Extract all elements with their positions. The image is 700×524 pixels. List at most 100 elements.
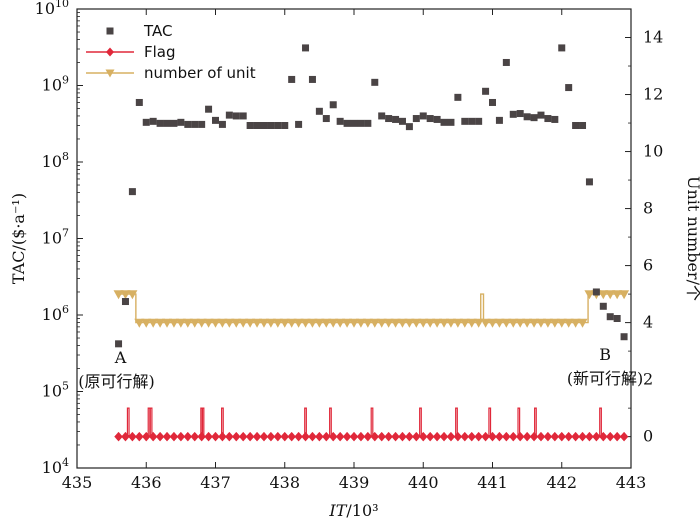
tac-point [475, 117, 483, 125]
tac-point [177, 118, 185, 126]
unit-marker [127, 290, 138, 300]
unit-marker [487, 318, 498, 328]
unit-marker [217, 318, 228, 328]
unit-marker [182, 318, 193, 328]
flag-marker [522, 431, 532, 442]
unit-marker [245, 318, 256, 328]
tac-point [579, 122, 587, 130]
flag-marker [598, 431, 608, 442]
flag-marker [425, 431, 435, 442]
flag-marker [446, 431, 456, 442]
tac-point [329, 101, 337, 109]
flag-marker [460, 431, 470, 442]
unit-marker [397, 318, 408, 328]
unit-marker [515, 318, 526, 328]
tac-point [121, 298, 129, 306]
tac-point [350, 119, 358, 127]
flag-marker [280, 431, 290, 442]
tac-point [461, 117, 469, 125]
tac-point [440, 118, 448, 126]
tac-point [392, 115, 400, 123]
unit-marker [265, 318, 276, 328]
tac-point [205, 105, 213, 113]
x-tick-label: 440 [408, 473, 439, 492]
unit-marker [542, 318, 553, 328]
y-right-tick-label: 8 [643, 199, 653, 218]
tac-point [405, 123, 413, 131]
unit-marker [549, 318, 560, 328]
flag-marker [453, 431, 463, 442]
annotation-b-letter: B [599, 345, 611, 364]
tac-point [302, 44, 310, 52]
tac-point [115, 340, 123, 348]
flag-marker [114, 431, 123, 442]
tac-point [378, 112, 386, 120]
unit-marker [459, 318, 470, 328]
unit-marker [411, 318, 422, 328]
unit-marker [148, 318, 159, 328]
tac-point [295, 120, 303, 128]
unit-marker [272, 318, 283, 328]
tac-point [315, 107, 323, 115]
y-right-tick-label: 2 [643, 370, 653, 389]
flag-marker [578, 431, 587, 442]
flag-marker [162, 431, 172, 442]
flag-marker [619, 431, 629, 442]
x-tick-label: 437 [200, 473, 231, 492]
unit-marker [619, 290, 630, 300]
flag-marker [363, 431, 373, 442]
tac-point [565, 84, 573, 92]
tac-point [482, 87, 490, 95]
unit-marker [286, 318, 297, 328]
flag-marker [315, 431, 324, 442]
x-tick-label: 435 [62, 473, 93, 492]
tac-point [135, 98, 143, 106]
tac-point [585, 178, 593, 186]
flag-marker [218, 431, 227, 442]
flag-marker [335, 431, 345, 442]
flag-marker [231, 431, 241, 442]
flag-marker [204, 431, 213, 442]
annotation-a-text: (原可行解) [78, 372, 155, 391]
flag-marker [328, 431, 338, 442]
unit-marker [162, 318, 173, 328]
legend: TAC Flag number of unit [86, 22, 256, 82]
tac-point [191, 120, 199, 128]
x-tick-label: 439 [339, 473, 370, 492]
unit-marker [522, 318, 533, 328]
unit-marker [175, 318, 186, 328]
flag-marker [370, 431, 380, 442]
tac-point [537, 111, 545, 119]
unit-marker [293, 318, 304, 328]
legend-marker-flag [106, 47, 114, 57]
y-right-axis-title: Unit number/个 [684, 176, 700, 301]
tac-point [613, 315, 621, 323]
y-left-tick-label: 107 [42, 227, 69, 248]
flag-marker [543, 431, 553, 442]
flag-marker [571, 431, 580, 442]
tac-point [218, 120, 226, 128]
tac-point [433, 115, 441, 123]
flag-marker [225, 431, 234, 442]
unit-marker [494, 318, 505, 328]
tac-point [426, 115, 434, 123]
flag-marker [128, 431, 137, 442]
unit-marker [390, 318, 401, 328]
y-right-tick-label: 10 [643, 142, 663, 161]
unit-marker [231, 318, 242, 328]
flag-marker [439, 431, 449, 442]
unit-marker [466, 318, 477, 328]
tac-point [412, 115, 420, 123]
flag-marker [398, 431, 407, 442]
y-left-tick-label: 106 [42, 303, 69, 324]
flag-marker [467, 431, 477, 442]
flag-marker [197, 431, 206, 442]
tac-point [592, 288, 600, 296]
unit-marker [452, 318, 463, 328]
flag-marker [148, 431, 158, 442]
unit-marker [425, 318, 436, 328]
tac-point [246, 122, 254, 130]
flag-marker [411, 431, 421, 442]
flag-marker [266, 431, 276, 442]
